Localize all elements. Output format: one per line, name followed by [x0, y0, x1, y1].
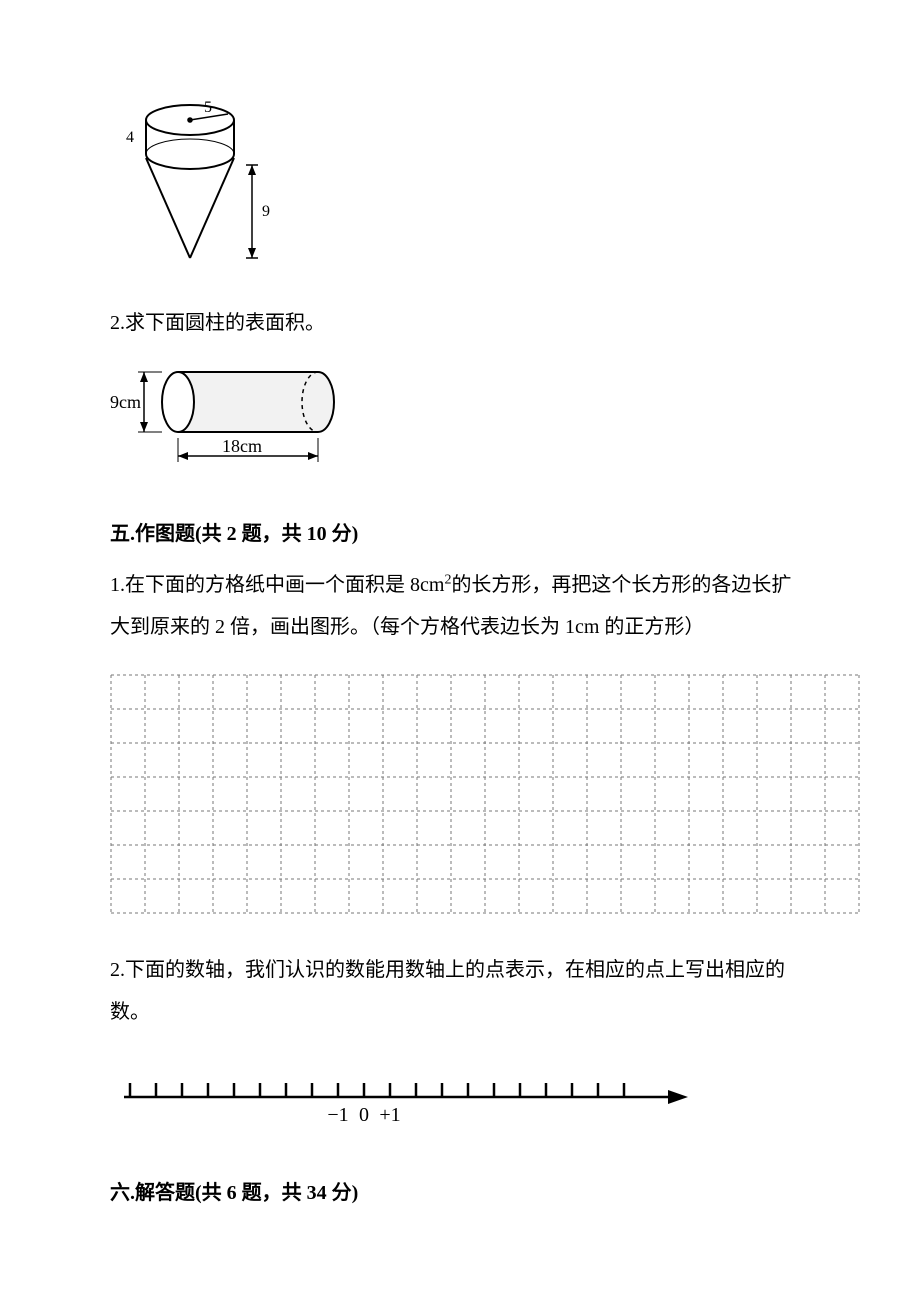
horizontal-cylinder-svg: 9cm 18cm — [110, 358, 360, 478]
s5q2-line2: 数。 — [110, 1001, 150, 1023]
s5q1-part2: 大到原来的 2 倍，画出图形。（每个方格代表边长为 1cm 的正方形） — [110, 616, 704, 638]
cylinder-diameter-label: 9cm — [110, 392, 141, 412]
s5q2-line1: 2.下面的数轴，我们认识的数能用数轴上的点表示，在相应的点上写出相应的 — [110, 959, 785, 981]
numberline-label-zero: 0 — [359, 1104, 369, 1126]
numberline-label-pos1: +1 — [379, 1104, 400, 1126]
cone-height-label: 9 — [262, 203, 270, 220]
q2-cylinder-surface: 2.求下面圆柱的表面积。 — [110, 302, 810, 344]
cyl-height-label: 4 — [126, 129, 134, 146]
cone-cylinder-svg: 5 4 9 — [110, 98, 290, 273]
s5q1-part1b: 的长方形，再把这个长方形的各边长扩 — [451, 574, 791, 596]
grid-svg — [110, 674, 860, 914]
figure-horizontal-cylinder: 9cm 18cm — [110, 358, 810, 483]
cylinder-length-label: 18cm — [222, 436, 262, 456]
section5-q2: 2.下面的数轴，我们认识的数能用数轴上的点表示，在相应的点上写出相应的 数。 — [110, 949, 810, 1033]
numberline-svg: −1 0 +1 — [110, 1067, 730, 1137]
section5-q1: 1.在下面的方格纸中画一个面积是 8cm2的长方形，再把这个长方形的各边长扩 大… — [110, 564, 810, 648]
radius-label: 5 — [204, 99, 212, 116]
section-5-heading: 五.作图题(共 2 题，共 10 分) — [110, 517, 810, 546]
page: 5 4 9 2.求下面圆柱的表面积。 — [0, 0, 920, 1283]
figure-cone-on-cylinder: 5 4 9 — [110, 98, 810, 278]
s5q1-part1: 1.在下面的方格纸中画一个面积是 8cm — [110, 574, 444, 596]
grid-paper — [110, 674, 810, 919]
number-line: −1 0 +1 — [110, 1067, 810, 1142]
numberline-label-neg1: −1 — [327, 1104, 348, 1126]
section-6-heading: 六.解答题(共 6 题，共 34 分) — [110, 1176, 810, 1205]
